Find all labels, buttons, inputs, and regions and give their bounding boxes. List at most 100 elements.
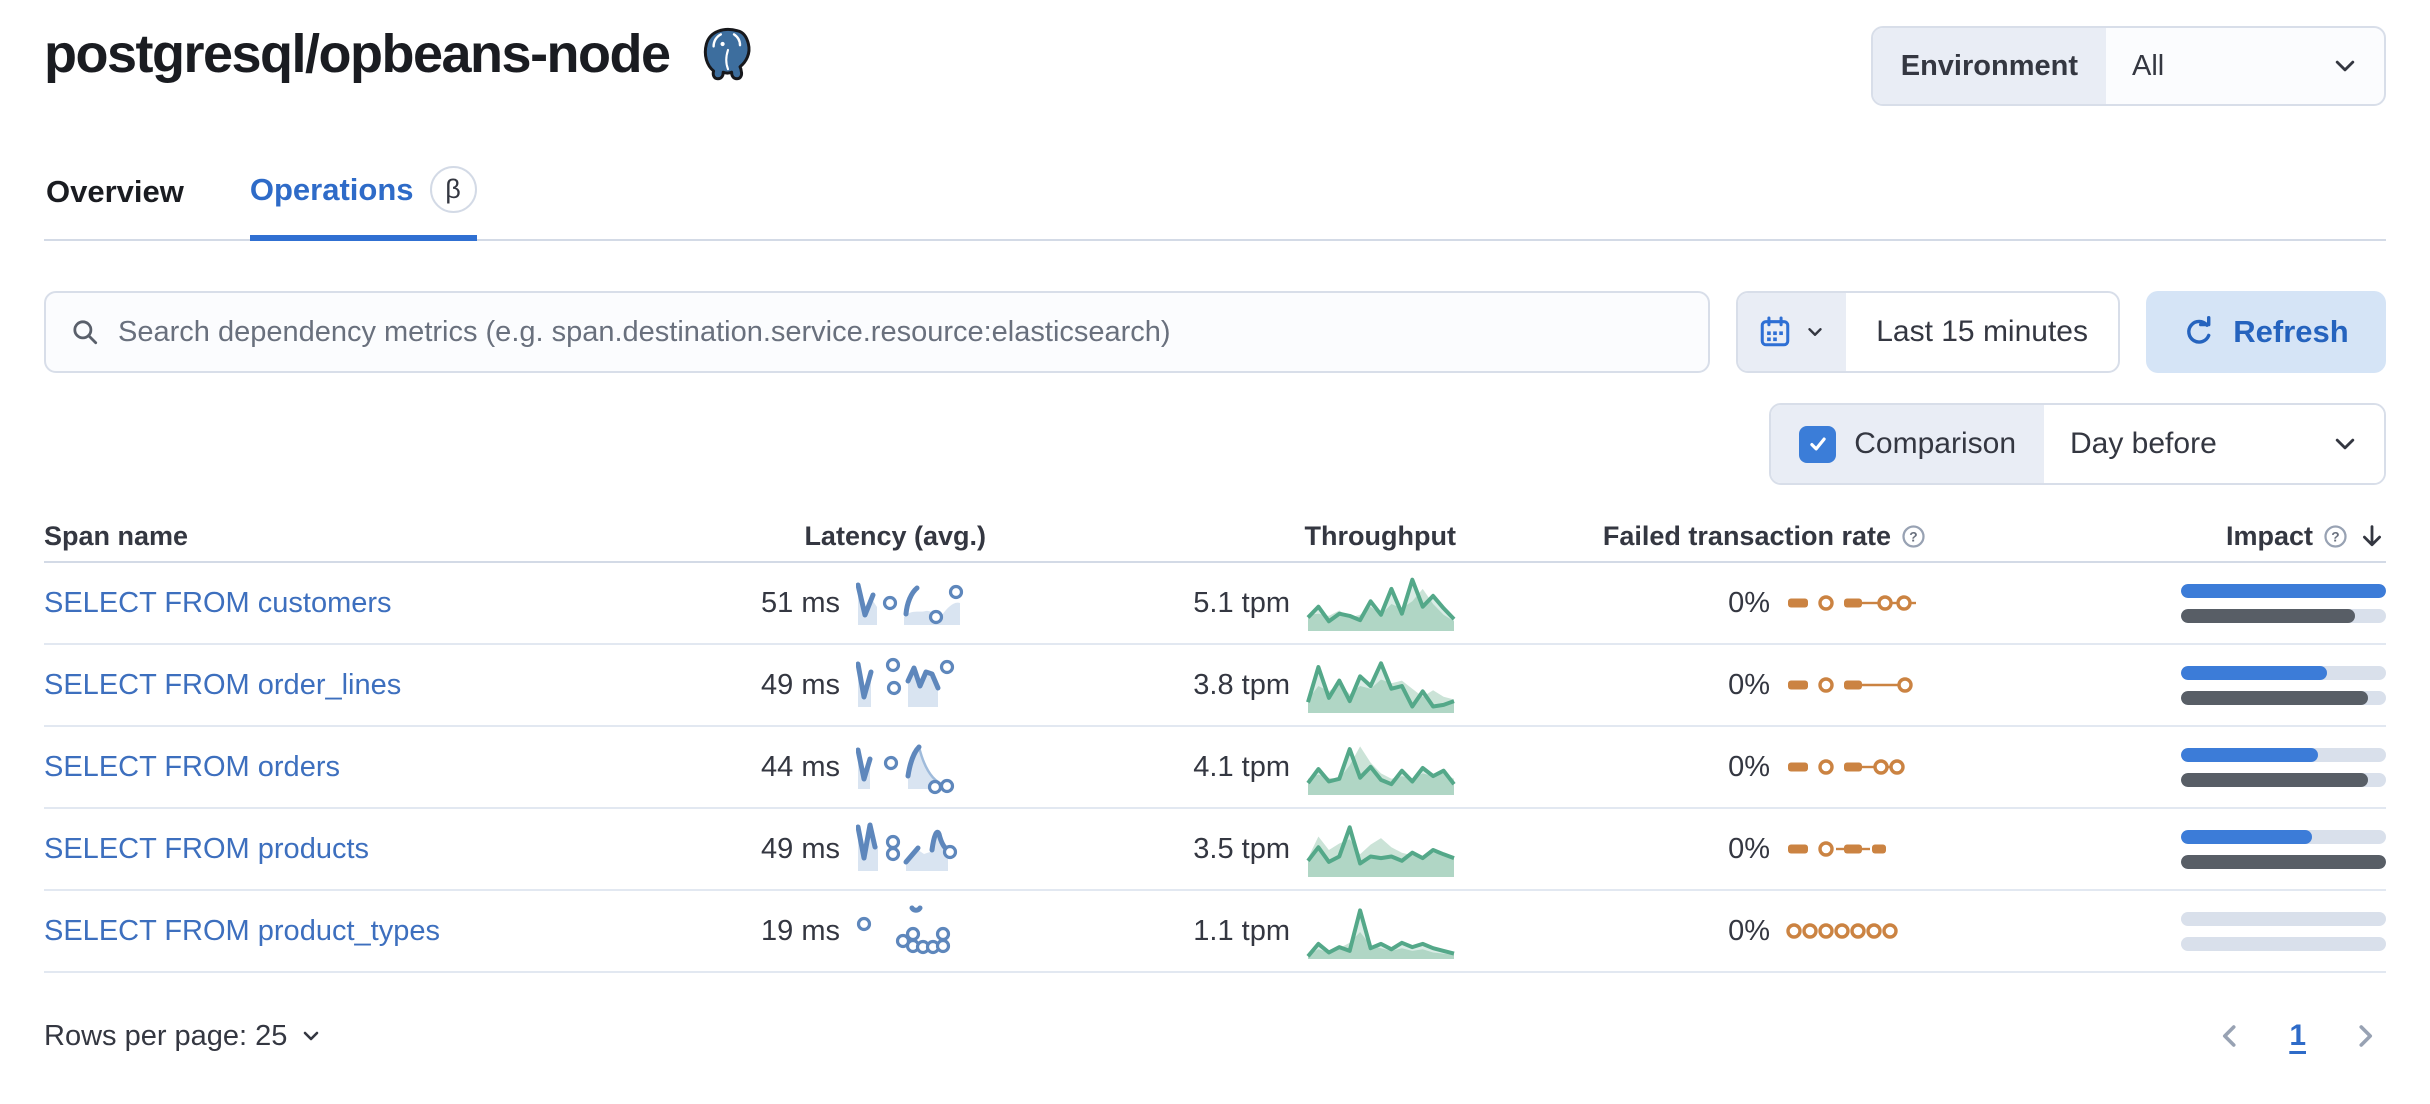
throughput-sparkline [1306, 661, 1455, 713]
col-latency[interactable]: Latency (avg.) [804, 520, 986, 551]
col-failed-rate[interactable]: Failed transaction rate ? [1456, 521, 1926, 552]
throughput-value: 1.1 tpm [1193, 914, 1290, 947]
latency-sparkline [856, 744, 955, 795]
page-header: postgresql/opbeans-node Environment All [44, 0, 2386, 106]
refresh-label: Refresh [2233, 314, 2349, 349]
time-range-value[interactable]: Last 15 minutes [1876, 315, 2088, 348]
throughput-sparkline [1306, 577, 1456, 631]
impact-bar-previous [2181, 854, 2386, 869]
chevron-down-icon [1808, 328, 1822, 336]
comparison-label: Comparison [1854, 427, 2016, 460]
comparison-value: Day before [2070, 427, 2217, 460]
environment-current: All [2132, 49, 2165, 82]
search-input[interactable] [118, 315, 1685, 349]
span-name-link[interactable]: SELECT FROM customers [44, 586, 392, 619]
search-box[interactable] [44, 291, 1711, 373]
latency-sparkline [856, 905, 951, 955]
latency-sparkline [856, 582, 964, 625]
impact-cell [1926, 665, 2386, 705]
impact-bar-current [2181, 829, 2386, 844]
table-row: SELECT FROM product_types 19 ms 1.1 tpm … [44, 891, 2386, 973]
failed-rate-value: 0% [1728, 668, 1770, 701]
impact-bar-previous [2181, 690, 2386, 705]
impact-bar-previous [2181, 936, 2386, 951]
chevron-down-icon [304, 1031, 319, 1041]
failed-rate-sparkline [1788, 595, 1916, 611]
failed-rate-value: 0% [1728, 832, 1770, 865]
postgresql-icon [703, 27, 751, 81]
pagination: 1 [2215, 1019, 2386, 1053]
search-icon [73, 320, 98, 345]
operations-table: Span name Latency (avg.) Throughput Fail… [44, 511, 2386, 973]
tabs: Overview Operations β [44, 166, 2386, 241]
check-icon [1810, 437, 1826, 451]
environment-label: Environment [1872, 28, 2106, 104]
sort-desc-arrow-icon [2363, 525, 2381, 547]
refresh-button[interactable]: Refresh [2146, 291, 2386, 373]
comparison-select[interactable]: Day before [2044, 405, 2384, 483]
rows-per-page-button[interactable]: Rows per page: 25 [44, 1020, 323, 1053]
beta-badge: β [429, 166, 477, 213]
table-header: Span name Latency (avg.) Throughput Fail… [44, 511, 2386, 563]
question-icon: ? [2324, 524, 2347, 548]
throughput-sparkline [1306, 908, 1455, 959]
span-name-link[interactable]: SELECT FROM products [44, 832, 370, 865]
failed-rate-value: 0% [1728, 586, 1770, 619]
impact-bar-previous [2181, 608, 2386, 623]
chevron-down-icon [2335, 60, 2355, 72]
impact-bar-current [2181, 583, 2386, 598]
previous-page-icon[interactable] [2215, 1021, 2245, 1051]
impact-cell [1926, 747, 2386, 787]
failed-rate-sparkline [1788, 677, 1913, 693]
impact-bar-current [2181, 911, 2386, 926]
span-name-link[interactable]: SELECT FROM orders [44, 750, 340, 783]
failed-rate-sparkline [1788, 841, 1886, 857]
svg-text:?: ? [2331, 529, 2339, 544]
failed-rate-value: 0% [1728, 750, 1770, 783]
page-title: postgresql/opbeans-node [44, 24, 671, 84]
failed-rate-sparkline [1786, 923, 1898, 939]
throughput-sparkline [1306, 746, 1456, 795]
col-throughput[interactable]: Throughput [1304, 520, 1456, 551]
table-row: SELECT FROM orders 44 ms 4.1 tpm 0% [44, 727, 2386, 809]
latency-value: 44 ms [761, 750, 840, 783]
throughput-value: 3.8 tpm [1193, 668, 1290, 701]
table-row: SELECT FROM products 49 ms 3.5 tpm 0% [44, 809, 2386, 891]
tab-overview[interactable]: Overview [46, 173, 184, 209]
chevron-down-icon [2335, 438, 2355, 450]
span-name-link[interactable]: SELECT FROM product_types [44, 914, 440, 947]
latency-value: 49 ms [761, 832, 840, 865]
latency-sparkline [856, 657, 955, 707]
latency-sparkline [856, 822, 958, 871]
comparison-toolbar: Comparison Day before [44, 403, 2386, 485]
span-name-link[interactable]: SELECT FROM order_lines [44, 668, 402, 701]
title-wrap: postgresql/opbeans-node [44, 22, 758, 86]
throughput-value: 3.5 tpm [1193, 832, 1290, 865]
impact-bar-current [2181, 665, 2386, 680]
impact-bar-current [2181, 747, 2386, 762]
date-picker[interactable]: Last 15 minutes [1736, 291, 2120, 373]
comparison-checkbox[interactable] [1799, 425, 1837, 463]
dependency-operations-page: postgresql/opbeans-node Environment All … [44, 0, 2386, 1053]
impact-cell [1926, 829, 2386, 869]
table-row: SELECT FROM order_lines 49 ms 3.8 tpm 0% [44, 645, 2386, 727]
failed-rate-value: 0% [1728, 914, 1770, 947]
latency-value: 51 ms [761, 586, 840, 619]
next-page-icon[interactable] [2350, 1021, 2380, 1051]
table-footer: Rows per page: 25 1 [44, 1019, 2386, 1053]
environment-value[interactable]: All [2106, 28, 2384, 104]
table-row: SELECT FROM customers 51 ms 5.1 tpm 0% [44, 563, 2386, 645]
tab-operations[interactable]: Operations β [249, 166, 477, 241]
calendar-icon [1760, 316, 1790, 347]
impact-cell [1926, 911, 2386, 951]
svg-text:?: ? [1909, 529, 1917, 544]
refresh-icon [2187, 316, 2211, 344]
impact-cell [1926, 583, 2386, 623]
environment-select[interactable]: Environment All [1870, 26, 2386, 106]
failed-rate-sparkline [1788, 759, 1905, 775]
page-number[interactable]: 1 [2289, 1019, 2306, 1052]
date-picker-quick-menu[interactable] [1738, 293, 1847, 371]
col-impact[interactable]: Impact ? [1926, 521, 2386, 552]
throughput-sparkline [1306, 825, 1455, 877]
col-span-name: Span name [44, 520, 189, 551]
